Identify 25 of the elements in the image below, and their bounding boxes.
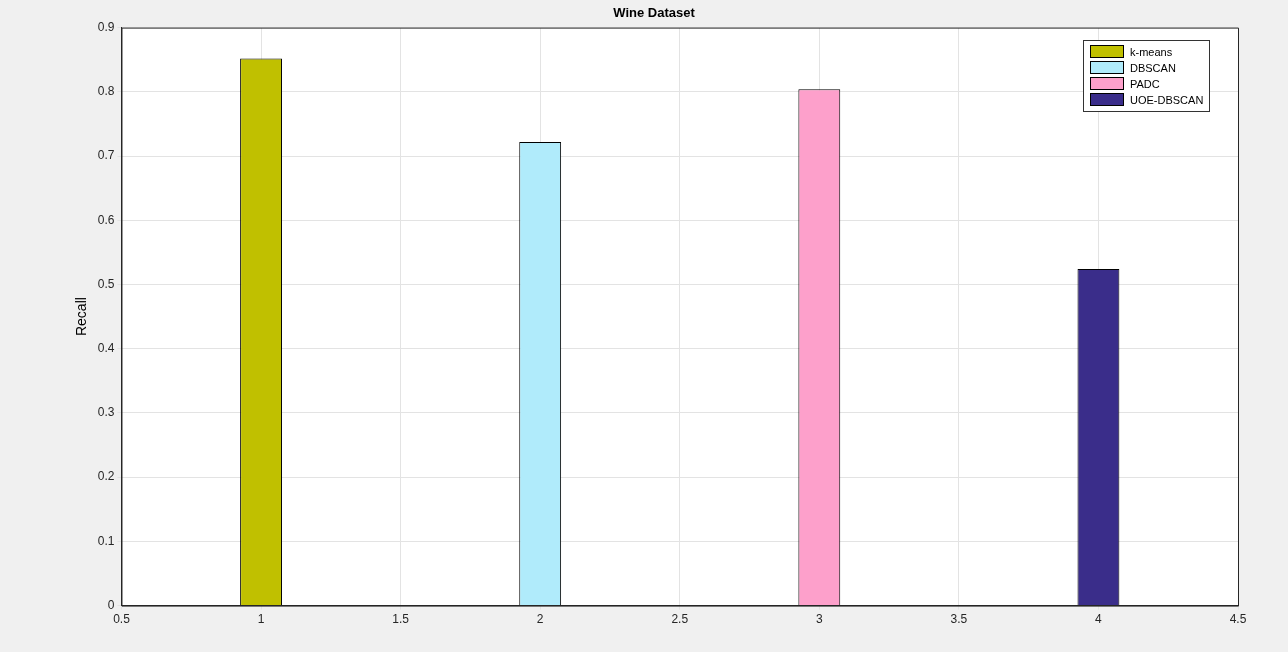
y-tick-label: 0.2 (97, 469, 115, 484)
legend-label: UOE-DBSCAN (1130, 93, 1204, 106)
x-tick-label: 1.5 (392, 612, 410, 627)
x-tick-label: 4.5 (1229, 612, 1247, 627)
y-tick-label: 0.9 (97, 19, 115, 34)
x-tick-label: 0.5 (113, 612, 131, 627)
y-tick-label: 0.6 (97, 212, 115, 227)
x-tick-label: 3 (815, 612, 823, 627)
y-tick-label: 0 (107, 597, 115, 612)
chart-title: Wine Dataset (613, 5, 696, 21)
y-tick-label: 0.7 (97, 148, 115, 163)
x-tick-label: 2 (536, 612, 544, 627)
y-tick-label: 0.4 (97, 341, 115, 356)
y-axis-title: Recall (73, 297, 90, 337)
y-tick-label: 0.8 (97, 84, 115, 99)
legend-label: PADC (1130, 77, 1160, 90)
legend-label: DBSCAN (1130, 61, 1176, 74)
y-tick-label: 0.5 (97, 276, 115, 291)
x-tick-label: 3.5 (950, 612, 968, 627)
y-tick-label: 0.1 (97, 533, 115, 548)
y-tick-label: 0.3 (97, 405, 115, 420)
x-tick-label: 1 (257, 612, 265, 627)
x-tick-label: 4 (1095, 612, 1103, 627)
x-tick-label: 2.5 (671, 612, 689, 627)
legend-label: k-means (1130, 45, 1173, 58)
